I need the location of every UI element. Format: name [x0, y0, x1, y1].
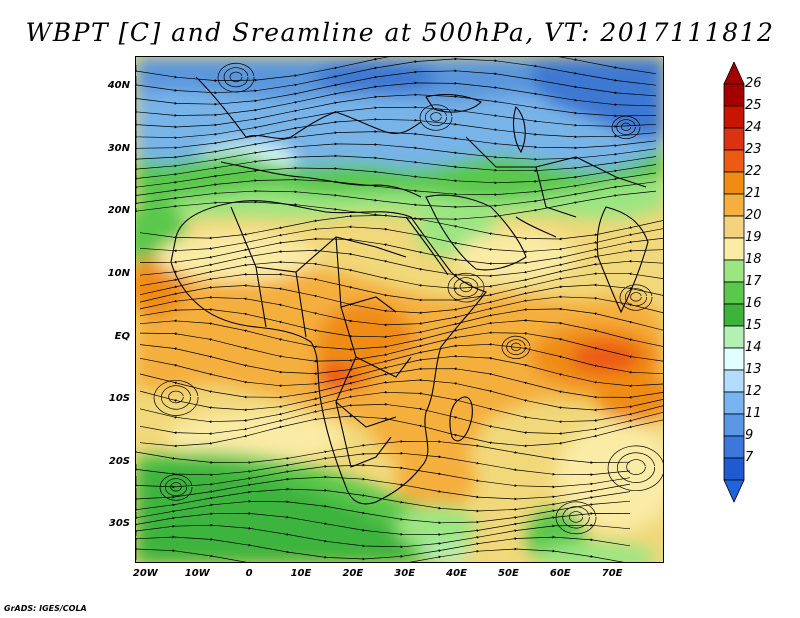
colorbar-swatch [723, 127, 745, 151]
streamline [419, 104, 453, 131]
lat-tick-label: 30S [108, 518, 130, 530]
streamline [168, 390, 184, 404]
lat-tick-label: 30N [107, 142, 130, 154]
colorbar-label: 21 [745, 186, 762, 201]
streamline [630, 292, 642, 302]
colorbar-swatch [723, 347, 745, 371]
lon-tick-label: 70E [601, 568, 623, 579]
colorbar [723, 62, 745, 503]
streamline [161, 385, 192, 410]
colorbar-min-arrow [723, 479, 745, 503]
colorbar-label: 15 [745, 318, 762, 333]
colorbar-swatch [723, 325, 745, 349]
colorbar-label: 16 [745, 296, 762, 311]
colorbar-swatch [723, 215, 745, 239]
streamline [453, 277, 479, 298]
streamline [621, 122, 632, 131]
streamline [164, 478, 188, 497]
streamline [607, 445, 663, 491]
lon-tick-label: 0 [245, 568, 253, 579]
wbpt-field-map [136, 57, 663, 562]
streamline [506, 339, 526, 355]
colorbar-swatch [723, 281, 745, 305]
lon-tick-label: 10E [290, 568, 312, 579]
lat-tick-label: 20S [108, 455, 130, 467]
lon-tick-label: 50E [498, 568, 519, 579]
colorbar-label: 18 [745, 252, 762, 267]
streamline [139, 414, 663, 448]
colorbar-swatch [723, 105, 745, 129]
credit-text: GrADS: IGES/COLA [4, 604, 87, 613]
colorbar-swatch [723, 259, 745, 283]
streamline [447, 272, 485, 303]
colorbar-label: 7 [745, 450, 754, 465]
colorbar-label: 11 [745, 406, 762, 421]
map-title: WBPT [C] and Sreamline at 500hPa, VT: 20… [25, 18, 775, 47]
lat-tick-label: 40N [107, 80, 130, 92]
lon-tick-label: 20W [132, 568, 158, 579]
colorbar-label: 17 [745, 274, 762, 289]
streamline [616, 119, 636, 135]
streamline [562, 506, 590, 529]
lon-tick-label: 60E [549, 568, 571, 579]
streamline [217, 62, 255, 93]
colorbar-swatch [723, 83, 745, 107]
map-panel [135, 56, 664, 563]
streamlines [136, 57, 663, 562]
streamline [170, 482, 182, 492]
streamline [424, 108, 448, 127]
colorbar-label: 26 [745, 76, 762, 91]
streamline [159, 474, 193, 501]
colorbar-label: 20 [745, 208, 762, 223]
colorbar-swatch [723, 149, 745, 173]
colorbar-label: 23 [745, 142, 762, 157]
colorbar-max-arrow [723, 62, 745, 85]
colorbar-label: 13 [745, 362, 762, 377]
streamline [501, 335, 531, 359]
streamline [626, 459, 646, 475]
lon-tick-label: 20E [342, 568, 364, 579]
colorbar-swatch [723, 193, 745, 217]
colorbar-swatch [723, 171, 745, 195]
lat-tick-label: 10S [108, 393, 130, 405]
colorbar-label: 19 [745, 230, 762, 245]
lon-tick-label: 40E [446, 568, 467, 579]
streamline [430, 112, 442, 122]
colorbar-label: 25 [745, 98, 762, 113]
lon-tick-label: 30E [394, 568, 416, 579]
colorbar-label: 24 [745, 120, 762, 135]
colorbar-label: 9 [745, 428, 754, 443]
colorbar-swatch [723, 237, 745, 261]
lat-tick-label: EQ [114, 330, 130, 342]
colorbar-label: 14 [745, 340, 762, 355]
lon-tick-label: 10W [184, 568, 210, 579]
colorbar-swatch [723, 413, 745, 437]
colorbar-swatch [723, 369, 745, 393]
streamline [229, 71, 243, 82]
lat-tick-label: 10N [107, 268, 130, 280]
streamline [617, 452, 656, 483]
streamline [569, 511, 584, 523]
streamline [223, 67, 249, 88]
lat-tick-label: 20N [107, 205, 130, 217]
streamline [624, 288, 648, 307]
streamline [555, 501, 597, 535]
streamline [611, 115, 641, 139]
colorbar-label: 22 [745, 164, 762, 179]
colorbar-swatch [723, 457, 745, 481]
streamline [136, 547, 625, 562]
streamline [619, 284, 653, 311]
colorbar-swatch [723, 435, 745, 459]
colorbar-swatch [723, 391, 745, 415]
streamline [153, 380, 199, 416]
streamline [459, 281, 473, 292]
streamline [511, 342, 522, 351]
colorbar-label: 12 [745, 384, 762, 399]
colorbar-swatch [723, 303, 745, 327]
